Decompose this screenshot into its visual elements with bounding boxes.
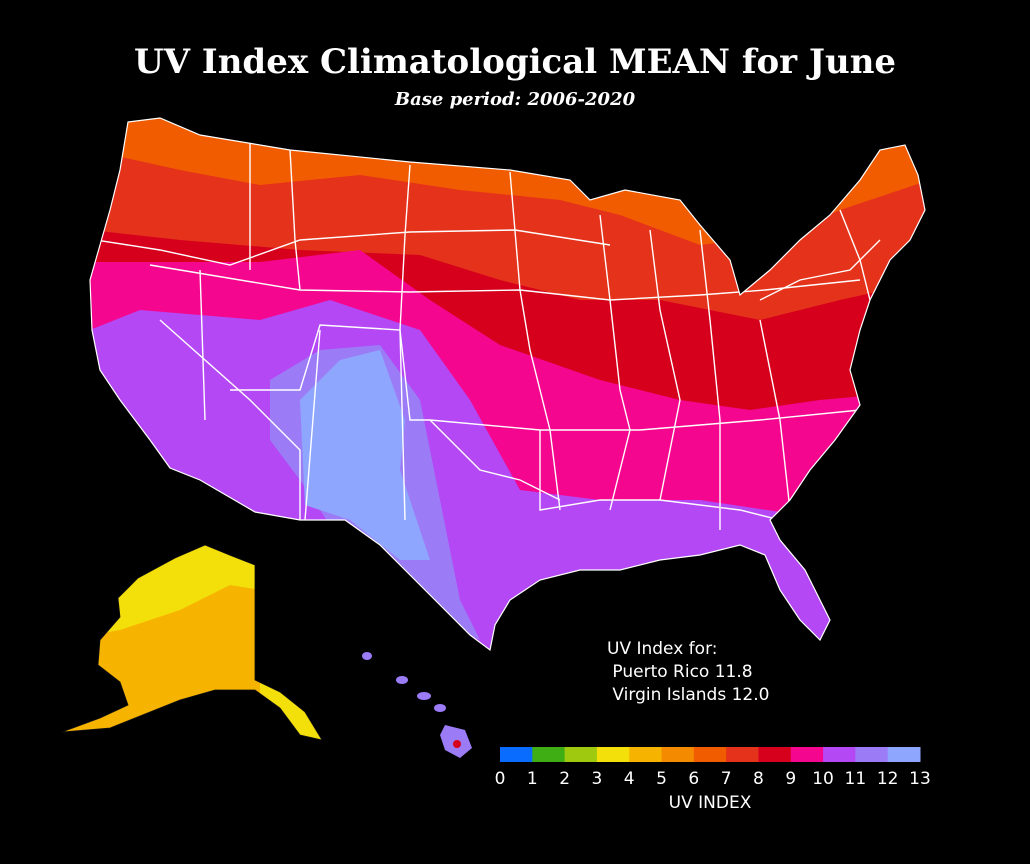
colorbar-tick-10: 10 [812,769,834,789]
hawaii-peak-uv-8 [453,740,461,748]
colorbar-swatch-11 [855,747,889,762]
colorbar-swatch-12 [887,747,921,762]
territories-note: UV Index for: Puerto Rico 11.8 Virgin Is… [607,639,770,705]
colorbar-swatch-3 [596,747,630,762]
colorbar-swatch-5 [661,747,695,762]
alaska [62,545,322,740]
colorbar-swatch-0 [500,747,533,762]
conus-uv-12 [300,350,430,560]
hawaii-uv-11 [362,652,372,660]
colorbar-tick-7: 7 [720,769,732,789]
colorbar-tick-11: 11 [844,769,867,789]
colorbar-swatch-8 [758,747,792,762]
colorbar-swatch-6 [693,747,727,762]
colorbar-swatch-7 [726,747,759,762]
colorbar-swatch-9 [790,747,824,762]
state-boundaries [95,135,881,530]
map-title: UV Index Climatological MEAN for June [133,42,897,82]
colorbar-tick-0: 0 [494,769,506,789]
colorbar-tick-4: 4 [623,769,635,789]
colorbar-tick-13: 13 [909,769,931,789]
colorbar-tick-6: 6 [688,769,700,789]
hawaii [362,652,472,758]
colorbar-tick-12: 12 [876,769,899,789]
colorbar-tick-3: 3 [591,769,603,789]
map-subtitle: Base period: 2006-2020 [394,89,636,110]
colorbar-tick-1: 1 [526,769,538,789]
colorbar-tick-8: 8 [753,769,764,789]
colorbar-title: UV INDEX [668,793,752,813]
colorbar-tick-5: 5 [656,769,667,789]
colorbar-tick-9: 9 [785,769,797,789]
colorbar-tick-2: 2 [559,769,571,789]
colorbar-swatch-1 [532,747,566,762]
colorbar-swatch-2 [564,747,598,762]
colorbar-swatch-10 [823,747,856,762]
colorbar-swatch-4 [629,747,663,762]
uv-colorbar [500,747,921,762]
